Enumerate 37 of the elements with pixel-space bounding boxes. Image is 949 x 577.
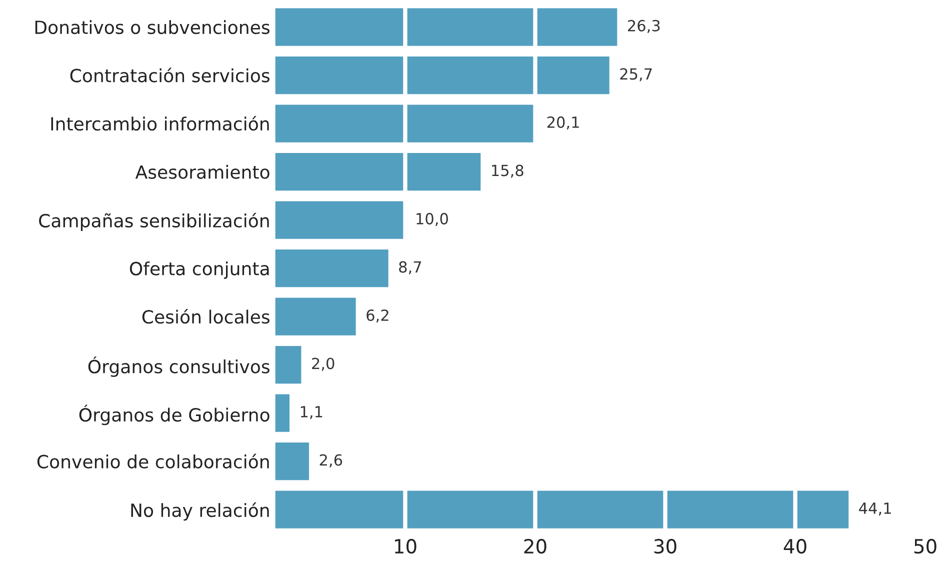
data-label: 10,0 xyxy=(416,212,448,226)
x-tick-label: 10 xyxy=(394,538,416,554)
y-tick-label: Órganos de Gobierno xyxy=(79,404,270,426)
bar xyxy=(275,442,310,480)
bar xyxy=(275,346,302,384)
data-label: 15,8 xyxy=(492,164,524,178)
bar xyxy=(275,201,406,239)
x-tick-label: 40 xyxy=(784,538,806,554)
bar xyxy=(275,152,481,191)
bar xyxy=(275,298,356,336)
y-tick-label: Órganos consultivos xyxy=(88,356,270,377)
x-tick-label: 30 xyxy=(654,538,676,554)
data-label: 2,6 xyxy=(320,454,342,468)
y-tick-label: Cesión locales xyxy=(142,308,270,324)
bar xyxy=(275,249,388,288)
y-tick-label: Intercambio información xyxy=(51,116,269,131)
y-tick-label: Donativos o subvenciones xyxy=(35,20,270,34)
y-tick-label: Campañas sensibilización xyxy=(39,212,269,232)
bar xyxy=(275,394,290,432)
data-label: 1,1 xyxy=(300,406,322,420)
y-tick-label: Contratación servicios xyxy=(70,68,270,82)
data-label: 6,2 xyxy=(366,309,388,323)
bar xyxy=(275,8,618,46)
data-label: 8,7 xyxy=(399,261,422,274)
y-tick-label: No hay relación xyxy=(131,502,269,521)
data-label: 25,7 xyxy=(620,68,652,82)
data-label: 2,0 xyxy=(312,358,334,371)
bar xyxy=(275,490,849,528)
y-tick-label: Asesoramiento xyxy=(135,164,270,179)
y-tick-label: Convenio de colaboración xyxy=(37,454,269,468)
data-label: 26,3 xyxy=(628,20,660,34)
data-label: 20,1 xyxy=(547,116,579,130)
data-label: 44,1 xyxy=(859,502,891,516)
y-tick-label: Oferta conjunta xyxy=(130,261,269,279)
x-tick-label: 20 xyxy=(524,538,546,554)
bar xyxy=(275,56,610,94)
x-tick-label: 50 xyxy=(914,538,936,554)
